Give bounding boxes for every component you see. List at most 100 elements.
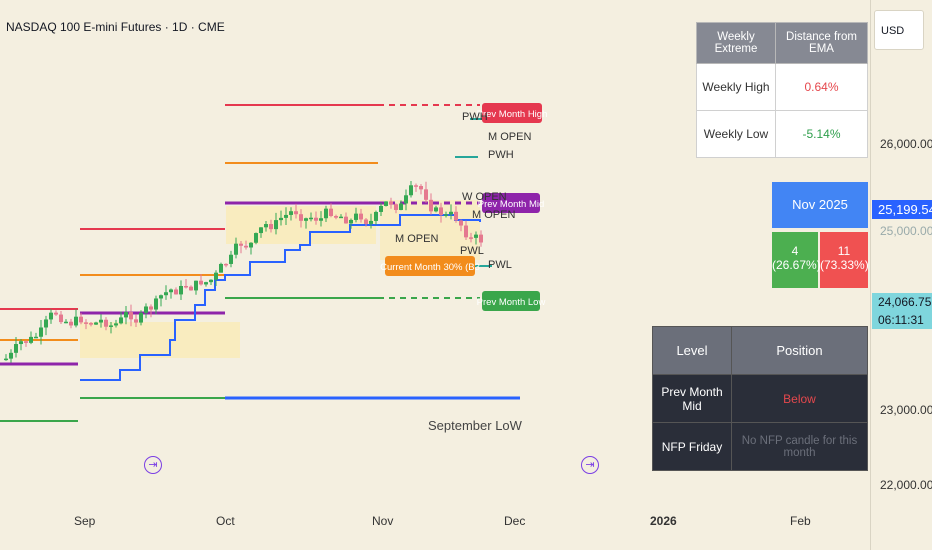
candle-body <box>364 219 368 224</box>
ema-line <box>80 214 481 381</box>
price-chart[interactable]: Prev Month High Prev Month Mid Prev Month … <box>0 0 870 510</box>
scroll-to-bar-icon[interactable]: ⇥ <box>581 456 599 474</box>
candle-body <box>179 285 183 295</box>
prev-month-low-label-bg <box>482 291 540 311</box>
candle-body <box>294 211 298 215</box>
candle-body <box>244 245 248 248</box>
candle-body <box>54 312 58 315</box>
candle-body <box>34 336 38 339</box>
candle-body <box>389 201 393 205</box>
candle-body <box>254 233 258 243</box>
current-month-label: Current Month 30% (B3 <box>380 262 480 273</box>
table-cell: Below <box>731 374 868 423</box>
prev-month-high-label-bg <box>482 103 542 123</box>
time-label: Nov <box>372 514 394 528</box>
candle-body <box>124 312 128 318</box>
scroll-to-bar-icon[interactable]: ⇥ <box>144 456 162 474</box>
currency-button[interactable]: USD <box>874 10 924 50</box>
candle-body <box>114 323 118 326</box>
w-open-label: W OPEN <box>462 191 507 203</box>
candle-body <box>279 217 283 221</box>
time-label: Sep <box>74 514 96 528</box>
candle-body <box>379 205 383 212</box>
down-days-cell: 11 (73.33%) <box>820 232 869 288</box>
candle-body <box>374 211 378 221</box>
candle-body <box>319 218 323 221</box>
candle-body <box>229 254 233 264</box>
candle-body <box>334 215 338 218</box>
candle-body <box>104 319 108 327</box>
table-header: Distance from EMA <box>774 22 869 64</box>
candle-body <box>189 286 193 291</box>
candle-body <box>439 207 443 215</box>
prev-month-mid-label: Prev Month Mid <box>478 199 545 210</box>
m-open-label: M OPEN <box>472 209 515 221</box>
candle-body <box>79 316 83 323</box>
prev-month-mid-label-bg <box>482 193 540 213</box>
candle-body <box>394 204 398 210</box>
price-axis-label: 23,000.00 <box>880 403 932 417</box>
candle-body <box>424 189 428 200</box>
candle-body <box>344 216 348 224</box>
september-low-label: September LoW <box>428 418 523 433</box>
candle-body <box>89 323 93 325</box>
current-month-label-bg <box>385 256 475 276</box>
candle-body <box>224 263 228 266</box>
candle-body <box>134 319 138 323</box>
candle-body <box>329 208 333 216</box>
down-percent: (73.33%) <box>820 258 869 272</box>
candle-body <box>84 322 88 324</box>
candle-body <box>419 186 423 190</box>
table-cell: NFP Friday <box>652 422 732 471</box>
candle-body <box>109 325 113 327</box>
price-axis-label: 22,000.00 <box>880 478 932 492</box>
alt-price-tag: 24,066.75 <box>872 293 932 311</box>
pwl-label: PWL <box>460 245 484 257</box>
candle-body <box>259 227 263 234</box>
candle-body <box>214 272 218 280</box>
up-days-cell: 4 (26.67%) <box>772 232 821 288</box>
candle-body <box>99 319 103 323</box>
candle-body <box>479 234 483 243</box>
prev-month-high-label: Prev Month High <box>477 109 548 120</box>
countdown-tag: 06:11:31 <box>872 311 932 329</box>
candle-body <box>14 344 18 353</box>
candle-body <box>4 358 8 361</box>
candle-body <box>19 341 23 345</box>
candle-body <box>219 263 223 273</box>
candle-body <box>404 195 408 204</box>
candle-body <box>284 214 288 218</box>
candle-body <box>314 217 318 221</box>
candle-body <box>204 282 208 285</box>
table-header: Weekly Extreme <box>696 22 776 64</box>
price-axis[interactable] <box>870 0 932 550</box>
weekly-extreme-table: Weekly Extreme Distance from EMA Weekly … <box>696 22 869 158</box>
month-title: Nov 2025 <box>772 182 868 228</box>
candle-body <box>454 211 458 221</box>
prev-month-low-label: Prev Month Low <box>477 297 546 308</box>
candle-body <box>74 316 78 326</box>
candle-body <box>209 279 213 283</box>
table-cell: Weekly Low <box>696 110 776 158</box>
candle-body <box>384 201 388 206</box>
candle-body <box>9 352 13 359</box>
candle-body <box>129 312 133 320</box>
candle-body <box>154 298 158 310</box>
candle-body <box>149 306 153 310</box>
candle-body <box>234 243 238 255</box>
candle-body <box>304 218 308 221</box>
candle-body <box>169 289 173 293</box>
candle-body <box>29 336 33 343</box>
candle-body <box>39 327 43 337</box>
m-open-label: M OPEN <box>488 131 531 143</box>
table-cell: No NFP candle for this month <box>731 422 868 471</box>
candle-body <box>59 314 63 323</box>
price-axis-label: 25,000.00 <box>880 224 932 238</box>
candle-body <box>159 295 163 299</box>
time-axis[interactable]: Sep Oct Nov Dec 2026 Feb <box>0 510 870 550</box>
candle-body <box>409 185 413 196</box>
price-axis-label: 26,000.00 <box>880 137 932 151</box>
candle-body <box>354 213 358 220</box>
candle-body <box>309 217 313 220</box>
candle-body <box>184 285 188 288</box>
